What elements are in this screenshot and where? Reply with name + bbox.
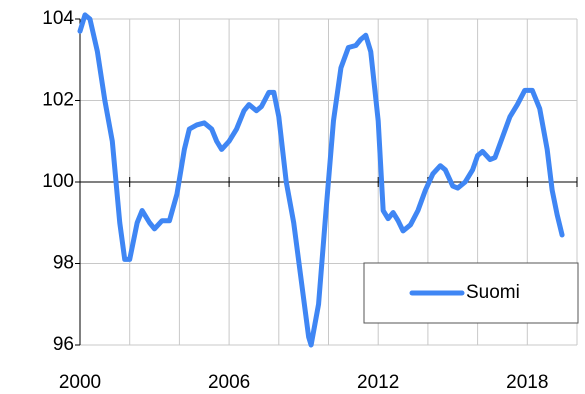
legend-label: Suomi: [466, 282, 520, 303]
x-tick-label: 2012: [357, 372, 399, 393]
y-tick-label: 100: [42, 171, 74, 192]
y-tick-label: 98: [53, 253, 74, 274]
x-tick-label: 2006: [208, 372, 250, 393]
x-tick-label: 2000: [59, 372, 101, 393]
legend-box: [363, 262, 579, 324]
y-tick-label: 96: [53, 334, 74, 355]
data-line: [77, 12, 565, 348]
y-tick-label: 102: [42, 90, 74, 111]
y-tick-label: 104: [42, 8, 74, 29]
x-tick-label: 2018: [506, 372, 548, 393]
